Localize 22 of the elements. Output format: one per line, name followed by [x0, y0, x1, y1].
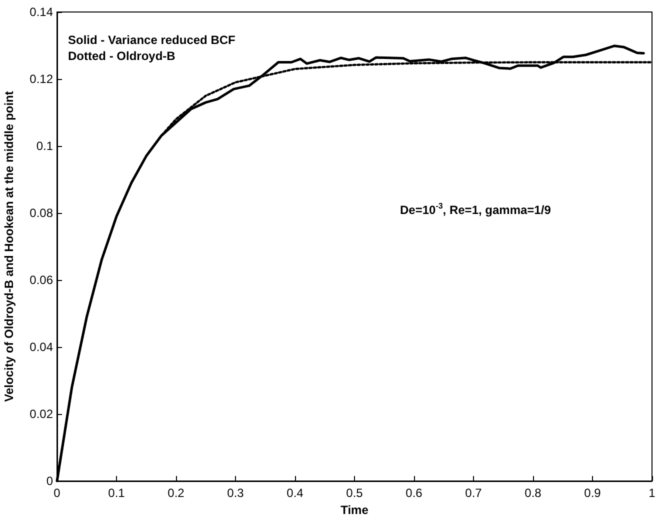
annotation: Dotted - Oldroyd-B: [68, 49, 176, 63]
x-tick-label: 0.3: [227, 486, 244, 500]
x-tick-label: 0.1: [108, 486, 126, 500]
y-tick-label: 0.02: [30, 407, 54, 421]
y-tick-label: 0.08: [30, 206, 54, 220]
x-tick-label: 0.8: [524, 486, 542, 500]
y-tick-label: 0.14: [30, 5, 54, 19]
y-tick-label: 0.12: [30, 72, 54, 86]
y-tick-label: 0.04: [30, 340, 54, 354]
annotation: Solid - Variance reduced BCF: [68, 33, 236, 47]
x-axis-title: Time: [340, 502, 369, 515]
x-tick-label: 0.7: [465, 486, 482, 500]
x-tick-label: 0.4: [286, 486, 304, 500]
y-tick-label: 0.06: [30, 273, 54, 287]
x-tick-label: 0.5: [346, 486, 364, 500]
y-tick-label: 0.1: [36, 139, 54, 153]
x-tick-label: 0.9: [584, 486, 602, 500]
x-tick-label: 1: [648, 486, 656, 500]
x-tick-label: 0.6: [406, 486, 423, 500]
y-axis-title: Velocity of Oldroyd-B and Hookean at the middle point: [2, 91, 16, 402]
y-tick-label: 0: [46, 474, 54, 488]
x-tick-label: 0.2: [168, 486, 185, 500]
